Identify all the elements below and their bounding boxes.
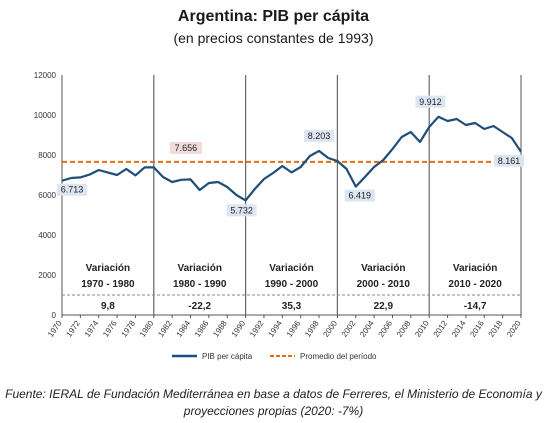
value-label-bg bbox=[304, 129, 335, 142]
period-variation-value: 9,8 bbox=[101, 301, 115, 312]
value-label: 6.713 bbox=[61, 185, 84, 195]
x-tick-label: 2012 bbox=[432, 319, 450, 339]
x-tick-label: 2018 bbox=[487, 319, 505, 339]
period-range: 2000 - 2010 bbox=[357, 279, 411, 290]
y-tick-label: 4000 bbox=[38, 231, 56, 240]
period-range: 1970 - 1980 bbox=[81, 279, 135, 290]
x-tick-label: 2010 bbox=[413, 319, 431, 339]
value-label: 8.161 bbox=[498, 156, 521, 166]
x-tick-label: 2014 bbox=[450, 319, 468, 339]
period-variation-value: -22,2 bbox=[188, 301, 211, 312]
x-tick-label: 1980 bbox=[138, 319, 156, 339]
y-tick-label: 8000 bbox=[38, 151, 56, 160]
y-tick-label: 2000 bbox=[38, 271, 56, 280]
y-tick-label: 0 bbox=[52, 311, 57, 320]
value-label-layer: 7.656 6.713 5.732 8.203 6.419 9.912 8.161 bbox=[57, 95, 524, 217]
x-tick-label: 1978 bbox=[119, 319, 137, 339]
period-heading: Variación bbox=[177, 263, 221, 274]
average-label-bg bbox=[169, 141, 202, 154]
value-label: 9.912 bbox=[419, 97, 442, 107]
value-label: 8.203 bbox=[308, 131, 331, 141]
period-heading: Variación bbox=[86, 263, 130, 274]
y-tick-label: 6000 bbox=[38, 191, 56, 200]
x-tick-label: 1992 bbox=[248, 319, 266, 339]
period-heading: Variación bbox=[361, 263, 405, 274]
x-tick-label: 1990 bbox=[230, 319, 248, 339]
x-tick-label: 1976 bbox=[101, 319, 119, 339]
x-tick-label: 1982 bbox=[156, 319, 174, 339]
x-tick-label: 2020 bbox=[505, 319, 523, 339]
chart-subtitle: (en precios constantes de 1993) bbox=[173, 30, 374, 46]
period-variation-value: 22,9 bbox=[374, 301, 394, 312]
x-tick-label: 2002 bbox=[340, 319, 358, 339]
legend-label-average: Promedio del período bbox=[300, 352, 377, 361]
period-variation-value: 35,3 bbox=[282, 301, 302, 312]
x-tick-label: 1994 bbox=[266, 319, 284, 339]
x-tick-label: 2000 bbox=[321, 319, 339, 339]
x-tick-label: 2006 bbox=[377, 319, 395, 339]
legend-label-gdp: PIB per cápita bbox=[202, 352, 253, 361]
value-label: 5.732 bbox=[230, 205, 253, 215]
legend: PIB per cápita Promedio del período bbox=[172, 352, 377, 361]
x-tick-label: 1970 bbox=[46, 319, 64, 339]
value-label-bg bbox=[415, 95, 446, 108]
period-range: 2010 - 2020 bbox=[448, 279, 502, 290]
x-tick-label: 2004 bbox=[358, 319, 376, 339]
x-tick-label: 1974 bbox=[83, 319, 101, 339]
value-label-bg bbox=[226, 204, 257, 217]
x-tick-label: 1986 bbox=[193, 319, 211, 339]
chart-title: Argentina: PIB per cápita bbox=[177, 8, 370, 25]
y-tick-label: 10000 bbox=[34, 111, 57, 120]
value-label-bg bbox=[57, 183, 87, 196]
source-note: Fuente: IERAL de Fundación Mediterránea … bbox=[5, 387, 542, 418]
gdp-series-line bbox=[61, 115, 522, 202]
value-label-bg bbox=[344, 189, 375, 202]
x-tick-label: 1988 bbox=[211, 319, 229, 339]
x-tick-label: 1972 bbox=[64, 319, 82, 339]
x-tick-label: 1984 bbox=[175, 319, 193, 339]
y-tick-label: 12000 bbox=[34, 71, 57, 80]
period-range: 1980 - 1990 bbox=[173, 279, 227, 290]
value-label: 6.419 bbox=[348, 191, 371, 201]
x-tick-label: 1998 bbox=[303, 319, 321, 339]
x-tick-label: 2016 bbox=[468, 319, 486, 339]
period-layer: Variación 1970 - 1980 9,8 Variación 1980 - 1… bbox=[62, 75, 521, 315]
period-variation-value: -14,7 bbox=[464, 301, 487, 312]
average-label: 7.656 bbox=[175, 143, 198, 153]
series-layer bbox=[61, 115, 522, 202]
x-tick-label: 1996 bbox=[285, 319, 303, 339]
value-label-bg bbox=[494, 154, 524, 167]
period-heading: Variación bbox=[269, 263, 313, 274]
period-range: 1990 - 2000 bbox=[265, 279, 319, 290]
x-tick-label: 2008 bbox=[395, 319, 413, 339]
period-heading: Variación bbox=[453, 263, 497, 274]
